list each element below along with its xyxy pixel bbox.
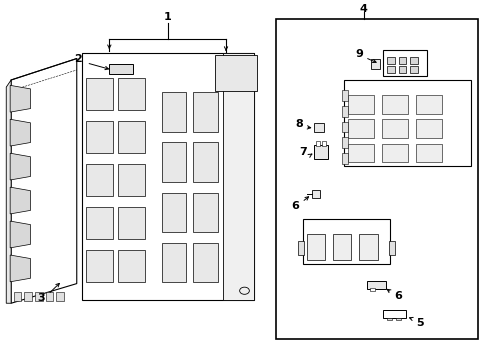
Bar bbox=[313, 123, 324, 132]
Bar bbox=[86, 249, 113, 282]
Bar bbox=[276, 19, 477, 339]
Bar bbox=[86, 164, 113, 196]
Bar bbox=[347, 144, 373, 162]
Bar bbox=[415, 119, 442, 138]
Bar bbox=[386, 318, 391, 320]
Bar bbox=[381, 95, 407, 113]
Bar bbox=[409, 57, 417, 64]
Bar bbox=[341, 138, 347, 148]
Bar bbox=[193, 93, 217, 132]
Text: 6: 6 bbox=[290, 201, 298, 211]
Bar bbox=[118, 78, 144, 111]
Bar bbox=[370, 59, 379, 69]
Bar bbox=[162, 193, 186, 232]
Polygon shape bbox=[10, 119, 30, 146]
Bar bbox=[369, 288, 374, 292]
Polygon shape bbox=[6, 80, 11, 303]
Bar bbox=[341, 106, 347, 117]
Bar bbox=[388, 241, 394, 255]
Text: 9: 9 bbox=[355, 49, 363, 59]
Bar bbox=[86, 207, 113, 239]
Bar bbox=[14, 292, 21, 301]
Bar bbox=[313, 145, 327, 159]
Bar bbox=[415, 95, 442, 113]
Polygon shape bbox=[222, 53, 254, 300]
Bar bbox=[347, 95, 373, 113]
Bar bbox=[341, 153, 347, 164]
Bar bbox=[341, 122, 347, 132]
Text: 4: 4 bbox=[359, 4, 367, 14]
Bar bbox=[193, 193, 217, 232]
Polygon shape bbox=[10, 85, 30, 112]
Bar bbox=[382, 50, 426, 76]
Text: 6: 6 bbox=[393, 291, 401, 301]
Bar bbox=[86, 121, 113, 153]
Bar bbox=[381, 119, 407, 138]
Polygon shape bbox=[10, 255, 30, 282]
Text: 5: 5 bbox=[415, 318, 423, 328]
Bar bbox=[86, 78, 113, 111]
Bar bbox=[35, 292, 42, 301]
Polygon shape bbox=[10, 187, 30, 214]
Bar bbox=[118, 164, 144, 196]
Bar bbox=[321, 141, 325, 146]
Bar bbox=[215, 55, 256, 91]
Bar bbox=[306, 234, 325, 260]
Polygon shape bbox=[81, 53, 254, 300]
Bar bbox=[395, 318, 400, 320]
Bar bbox=[118, 249, 144, 282]
Bar bbox=[382, 310, 406, 318]
Bar bbox=[118, 121, 144, 153]
Bar bbox=[315, 141, 319, 146]
Text: 1: 1 bbox=[163, 13, 171, 22]
Bar bbox=[193, 243, 217, 282]
Bar bbox=[359, 234, 377, 260]
Bar bbox=[302, 219, 389, 264]
Bar bbox=[344, 80, 469, 166]
Bar bbox=[297, 241, 303, 255]
Polygon shape bbox=[10, 221, 30, 248]
Bar bbox=[386, 66, 394, 73]
Text: 7: 7 bbox=[298, 148, 306, 157]
Bar bbox=[162, 93, 186, 132]
Bar bbox=[398, 57, 406, 64]
Bar bbox=[45, 292, 53, 301]
Bar bbox=[341, 90, 347, 101]
Bar bbox=[398, 66, 406, 73]
Bar bbox=[366, 281, 385, 289]
Polygon shape bbox=[11, 59, 77, 303]
Text: 8: 8 bbox=[294, 119, 302, 129]
Polygon shape bbox=[10, 153, 30, 180]
Bar bbox=[347, 119, 373, 138]
Text: 2: 2 bbox=[74, 54, 82, 64]
Bar bbox=[118, 207, 144, 239]
Bar bbox=[409, 66, 417, 73]
Bar bbox=[162, 243, 186, 282]
Bar bbox=[162, 143, 186, 182]
Bar bbox=[56, 292, 64, 301]
Bar bbox=[332, 234, 351, 260]
Bar bbox=[311, 190, 320, 198]
Bar bbox=[24, 292, 32, 301]
Bar bbox=[193, 143, 217, 182]
Bar bbox=[109, 64, 132, 73]
Bar bbox=[386, 57, 394, 64]
Text: 3: 3 bbox=[38, 293, 45, 303]
Bar bbox=[415, 144, 442, 162]
Bar bbox=[381, 144, 407, 162]
